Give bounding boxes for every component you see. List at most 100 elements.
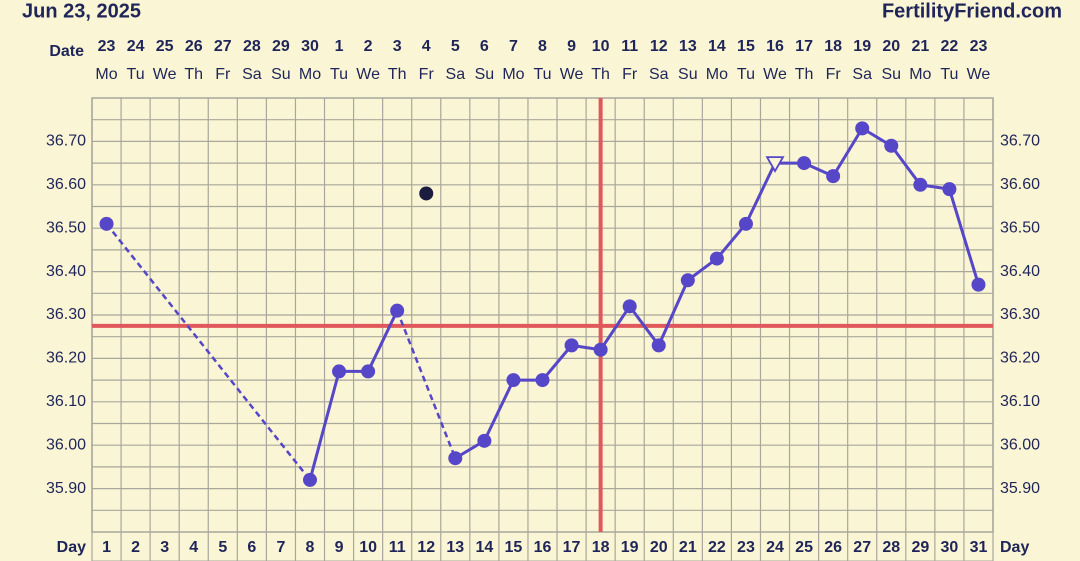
day-label: Day (57, 539, 86, 556)
date: 8 (538, 38, 547, 55)
weekday: Sa (852, 66, 872, 83)
x-tick-label: 6 (247, 539, 256, 556)
date: 6 (480, 38, 489, 55)
weekday: Sa (446, 66, 466, 83)
x-tick-label: 26 (824, 539, 842, 556)
x-tick-label: 30 (941, 539, 959, 556)
weekday: Th (591, 66, 610, 83)
date: 26 (185, 38, 203, 55)
weekday: We (967, 66, 991, 83)
x-tick-label: 28 (882, 539, 900, 556)
marker (99, 216, 114, 231)
x-tick-label: 21 (679, 539, 697, 556)
plot-border (91, 97, 994, 533)
day-label-right: Day (1000, 539, 1029, 556)
weekday: Th (388, 66, 407, 83)
x-tick-label: 5 (218, 539, 227, 556)
x-tick-label: 19 (621, 539, 639, 556)
date: 11 (621, 38, 638, 55)
marker (593, 342, 608, 357)
weekday: Mo (706, 66, 728, 83)
header-date: Jun 23, 2025 (22, 0, 141, 22)
weekday: Su (271, 66, 291, 83)
y-tick-label: 36.70 (46, 133, 86, 150)
y-tick-label: 36.20 (46, 350, 86, 367)
marker (535, 373, 550, 388)
weekday: Th (795, 66, 814, 83)
date: 15 (737, 38, 755, 55)
x-tick-label: 23 (737, 539, 755, 556)
x-tick-label: 4 (189, 539, 198, 556)
y-tick-label-right: 36.30 (1000, 306, 1040, 323)
x-tick-label: 13 (446, 539, 464, 556)
marker (797, 156, 812, 171)
y-tick-label: 35.90 (46, 480, 86, 497)
date: 13 (679, 38, 697, 55)
x-tick-label: 27 (853, 539, 871, 556)
line (308, 310, 399, 481)
marker-triangle (765, 156, 785, 173)
weekday: Su (678, 66, 698, 83)
weekday: Mo (299, 66, 321, 83)
y-tick-label: 36.50 (46, 219, 86, 236)
y-tick-label-right: 35.90 (1000, 480, 1040, 497)
weekday: Fr (419, 66, 435, 83)
y-tick-label-right: 36.10 (1000, 393, 1040, 410)
marker (622, 299, 637, 314)
marker (971, 277, 986, 292)
date-label: Date (49, 43, 84, 60)
weekday: Sa (649, 66, 669, 83)
gap-connector (396, 310, 457, 459)
y-tick-label-right: 36.20 (1000, 350, 1040, 367)
discarded-temp (419, 186, 434, 201)
weekday: Fr (622, 66, 638, 83)
weekday: Su (475, 66, 495, 83)
x-tick-label: 18 (592, 539, 610, 556)
date: 20 (882, 38, 900, 55)
date: 18 (824, 38, 842, 55)
date: 21 (911, 38, 929, 55)
x-tick-label: 15 (505, 539, 523, 556)
date: 14 (708, 38, 726, 55)
x-tick-label: 3 (160, 539, 169, 556)
date: 19 (853, 38, 871, 55)
date: 7 (509, 38, 518, 55)
weekday: We (153, 66, 177, 83)
weekday: Su (881, 66, 901, 83)
y-tick-label: 36.10 (46, 393, 86, 410)
weekday: Tu (330, 66, 348, 83)
x-tick-label: 1 (102, 539, 111, 556)
x-tick-label: 7 (276, 539, 285, 556)
marker (302, 472, 317, 487)
weekday: We (356, 66, 380, 83)
weekday: Mo (95, 66, 117, 83)
weekday: Mo (502, 66, 524, 83)
marker (361, 364, 376, 379)
date: 4 (422, 38, 431, 55)
date: 17 (795, 38, 813, 55)
x-tick-label: 8 (306, 539, 315, 556)
marker (448, 451, 463, 466)
y-tick-label: 36.40 (46, 263, 86, 280)
marker (564, 338, 579, 353)
date: 5 (451, 38, 460, 55)
x-tick-label: 31 (970, 539, 988, 556)
header-site: FertilityFriend.com (882, 0, 1062, 22)
marker (477, 433, 492, 448)
date: 10 (592, 38, 610, 55)
y-tick-label-right: 36.40 (1000, 263, 1040, 280)
marker (680, 273, 695, 288)
x-tick-label: 11 (389, 539, 406, 556)
x-tick-label: 9 (335, 539, 344, 556)
date: 16 (766, 38, 784, 55)
marker (390, 303, 405, 318)
marker (884, 138, 899, 153)
y-tick-label: 36.00 (46, 436, 86, 453)
y-tick-label-right: 36.70 (1000, 133, 1040, 150)
marker (651, 338, 666, 353)
weekday: Mo (909, 66, 931, 83)
x-tick-label: 29 (911, 539, 929, 556)
